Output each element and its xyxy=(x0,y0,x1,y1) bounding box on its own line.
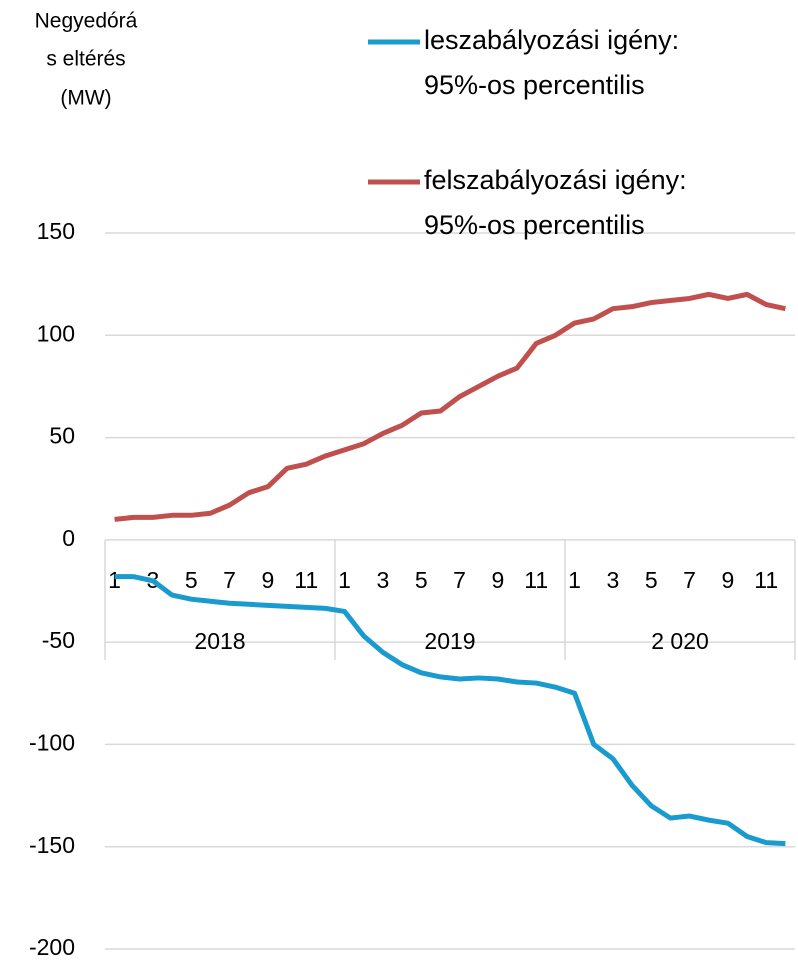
series-line xyxy=(114,291,786,522)
x-tick-label: 5 xyxy=(185,567,198,593)
x-tick-label: 1 xyxy=(568,567,581,593)
y-tick-label: -50 xyxy=(42,627,75,653)
x-tick-label: 7 xyxy=(223,567,236,593)
x-tick-label: 7 xyxy=(453,567,466,593)
y-tick-label: 150 xyxy=(37,218,75,244)
series-line xyxy=(114,574,786,847)
x-tick-label: 5 xyxy=(415,567,428,593)
x-tick-label: 3 xyxy=(377,567,390,593)
y-tick-label: -150 xyxy=(29,832,75,858)
legend-label: 95%-os percentilis xyxy=(424,70,645,100)
x-tick-label: 7 xyxy=(683,567,696,593)
y-tick-label: -100 xyxy=(29,730,75,756)
group-label: 2 020 xyxy=(651,628,709,654)
x-tick-label: 5 xyxy=(645,567,658,593)
group-label: 2018 xyxy=(194,628,245,654)
x-tick-label: 11 xyxy=(524,567,548,593)
group-label: 2019 xyxy=(424,628,475,654)
y-tick-label: 0 xyxy=(62,525,75,551)
x-tick-label: 9 xyxy=(722,567,735,593)
x-tick-label: 3 xyxy=(607,567,620,593)
y-tick-label: 100 xyxy=(37,320,75,346)
x-tick-label: 1 xyxy=(338,567,351,593)
x-tick-label: 11 xyxy=(754,567,778,593)
x-tick-label: 9 xyxy=(262,567,275,593)
x-tick-label: 9 xyxy=(492,567,505,593)
legend-label: felszabályozási igény: xyxy=(424,165,687,195)
legend-label: 95%-os percentilis xyxy=(424,210,645,240)
y-axis-label: s eltérés xyxy=(46,48,125,71)
legend-label: leszabályozási igény: xyxy=(424,25,679,55)
x-tick-label: 11 xyxy=(294,567,318,593)
y-axis-label: (MW) xyxy=(60,87,111,110)
y-tick-label: 50 xyxy=(49,423,75,449)
x-tick-label: 1 xyxy=(108,567,121,593)
y-tick-label: -200 xyxy=(29,934,75,960)
y-axis-label: Negyedórá xyxy=(35,10,138,33)
